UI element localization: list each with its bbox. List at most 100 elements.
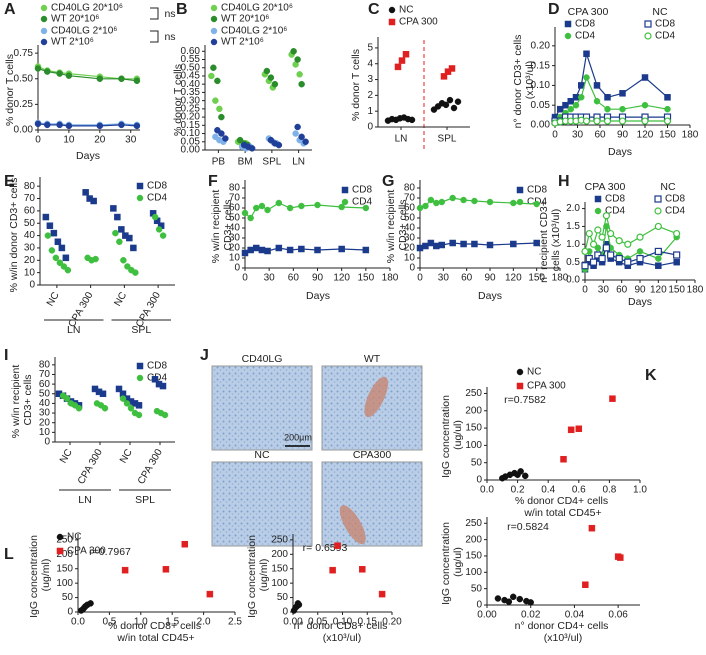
x-tick-label: 2.5 xyxy=(228,617,242,628)
point xyxy=(92,255,99,263)
panel-label: C xyxy=(368,1,380,18)
annotation: CPA 300 xyxy=(568,6,609,18)
point xyxy=(206,590,214,598)
x-tick-label: SPL xyxy=(262,157,281,168)
point xyxy=(121,566,129,574)
y-axis-label: % donor T cells xyxy=(172,64,184,136)
y-tick-label: 0.35 xyxy=(181,87,201,98)
point xyxy=(155,226,163,233)
point xyxy=(338,245,345,253)
y-tick-label: 1.0 xyxy=(566,239,580,250)
y-tick-label: 30 xyxy=(39,408,51,419)
y-tick-label: 0.15 xyxy=(531,60,551,71)
point xyxy=(362,204,370,212)
point xyxy=(581,262,589,270)
y-tick-label: 30 xyxy=(24,243,36,254)
x-axis-label: % donor CD4+ cells w/in total CD45+ xyxy=(515,495,611,519)
point xyxy=(673,258,680,266)
x-tick-label: 0.20 xyxy=(382,617,402,628)
x-tick-label: 60 xyxy=(461,273,473,284)
image-label: CD40LG xyxy=(242,353,283,365)
y-tick-label: 0.00 xyxy=(181,145,201,156)
x-tick-label: 0.05 xyxy=(308,617,328,628)
y-tick-label: 1 xyxy=(367,106,373,117)
point xyxy=(118,121,125,129)
point xyxy=(494,595,502,602)
point xyxy=(438,198,446,206)
y-tick-label: 0.20 xyxy=(531,40,551,51)
y-tick-label: 2 xyxy=(367,90,373,101)
point xyxy=(636,233,644,241)
point xyxy=(314,201,321,209)
annotation: NC xyxy=(652,6,668,18)
x-axis-label: Days xyxy=(306,290,330,302)
y-tick-label: 50 xyxy=(404,213,416,224)
point xyxy=(422,242,429,250)
y-tick-label: 50 xyxy=(471,457,483,468)
point xyxy=(438,241,446,249)
legend-marker xyxy=(594,207,602,215)
x-tick-label: 120 xyxy=(650,285,667,296)
y-tick-label: 4 xyxy=(367,58,373,69)
legend-label: CD4 xyxy=(605,206,625,217)
point xyxy=(516,595,524,603)
legend-label: CPA 300 xyxy=(527,381,566,392)
point xyxy=(583,74,590,81)
point xyxy=(298,80,305,88)
point xyxy=(602,212,610,220)
point xyxy=(294,123,301,131)
y-tick-label: 3 xyxy=(367,74,373,85)
panel-label: E xyxy=(4,173,15,190)
y-tick-label: 70 xyxy=(24,193,36,204)
y-tick-label: 2.0 xyxy=(566,203,580,214)
group-label: SPL xyxy=(131,324,151,336)
point xyxy=(127,404,135,412)
point xyxy=(604,94,611,101)
point xyxy=(48,247,56,254)
point xyxy=(44,68,51,75)
point xyxy=(433,199,440,207)
point xyxy=(567,98,574,105)
y-tick-label: 80 xyxy=(39,359,51,370)
point xyxy=(673,229,681,238)
micrograph xyxy=(211,365,313,451)
y-tick-label: 0 xyxy=(67,607,73,618)
x-tick-label: 0 xyxy=(552,130,558,141)
x-tick-label: 0.06 xyxy=(608,610,628,621)
point xyxy=(96,122,104,130)
legend-marker xyxy=(56,547,64,555)
y-tick-label: 40 xyxy=(24,230,36,241)
y-axis-label: % w/in recipient CD3+ cells xyxy=(385,187,409,263)
y-tick-label: 10 xyxy=(229,253,241,264)
legend-label: CD8 xyxy=(575,19,595,30)
point xyxy=(264,206,271,214)
legend-marker xyxy=(341,198,349,206)
point xyxy=(422,202,429,210)
point xyxy=(416,204,424,212)
point xyxy=(275,199,283,207)
point xyxy=(298,133,305,141)
point xyxy=(64,266,72,274)
y-tick-label: 60 xyxy=(404,203,416,214)
x-tick-label: 10 xyxy=(63,135,75,146)
y-tick-label: 40 xyxy=(404,223,416,234)
point xyxy=(214,77,221,85)
point xyxy=(454,98,462,105)
legend-label: CD40LG 20*10⁶ xyxy=(51,3,123,14)
panel-label: G xyxy=(382,173,394,190)
legend-label: CD4 xyxy=(575,31,595,42)
point xyxy=(34,120,42,128)
point xyxy=(135,411,143,419)
point xyxy=(583,50,590,57)
image-label: WT xyxy=(364,353,381,365)
y-axis-label: % w/in recipient CD3+ cells xyxy=(210,187,234,263)
point xyxy=(509,593,517,601)
y-tick-label: 80 xyxy=(229,183,241,194)
legend-label: CD40LG 2*10⁶ xyxy=(51,26,117,37)
x-tick-label: 180 xyxy=(552,273,569,284)
x-tick-label: 0.4 xyxy=(541,485,555,496)
x-tick-label: 1.5 xyxy=(165,617,179,628)
point xyxy=(258,246,266,254)
point xyxy=(408,116,416,124)
point xyxy=(263,67,271,75)
